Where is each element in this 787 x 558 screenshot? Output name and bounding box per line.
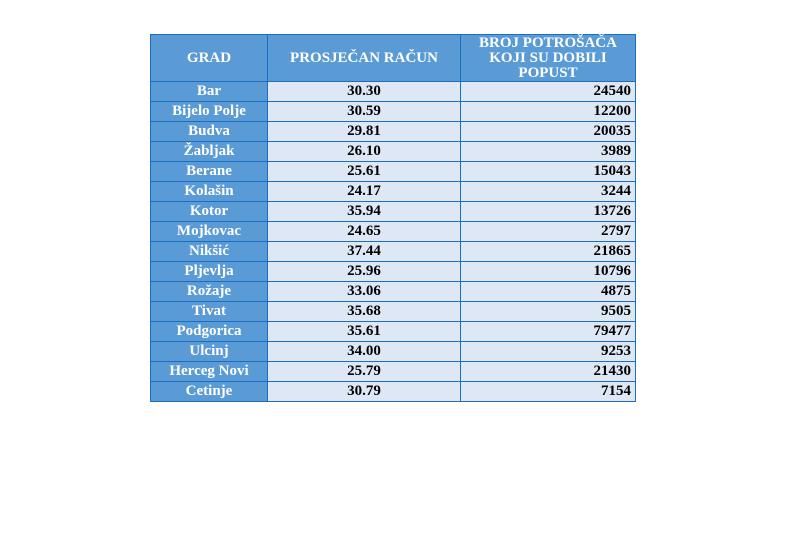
- average-bill-cell: 37.44: [267, 241, 461, 262]
- average-bill-cell: 25.96: [267, 261, 461, 282]
- header-broj-potrosaca: BROJ POTROŠAČA KOJI SU DOBILI POPUST: [460, 34, 636, 82]
- city-cell: Budva: [150, 121, 268, 142]
- city-cell: Tivat: [150, 301, 268, 322]
- customer-count-cell: 9253: [460, 341, 636, 362]
- table-row: Podgorica 35.61 79477: [150, 321, 636, 342]
- city-cell: Nikšić: [150, 241, 268, 262]
- average-bill-cell: 24.65: [267, 221, 461, 242]
- city-cell: Podgorica: [150, 321, 268, 342]
- table-row: Kotor 35.94 13726: [150, 201, 636, 222]
- table-row: Ulcinj 34.00 9253: [150, 341, 636, 362]
- customer-count-cell: 21865: [460, 241, 636, 262]
- city-cell: Ulcinj: [150, 341, 268, 362]
- customer-count-cell: 7154: [460, 381, 636, 402]
- customer-count-cell: 2797: [460, 221, 636, 242]
- table-row: Pljevlja 25.96 10796: [150, 261, 636, 282]
- average-bill-cell: 30.59: [267, 101, 461, 122]
- city-cell: Kolašin: [150, 181, 268, 202]
- table-row: Rožaje 33.06 4875: [150, 281, 636, 302]
- city-cell: Berane: [150, 161, 268, 182]
- table-row: Žabljak 26.10 3989: [150, 141, 636, 162]
- city-cell: Pljevlja: [150, 261, 268, 282]
- header-prosjecan-racun: PROSJEČAN RAČUN: [267, 34, 461, 82]
- table-row: Berane 25.61 15043: [150, 161, 636, 182]
- average-bill-cell: 34.00: [267, 341, 461, 362]
- table-row: Nikšić 37.44 21865: [150, 241, 636, 262]
- city-cell: Mojkovac: [150, 221, 268, 242]
- customer-count-cell: 20035: [460, 121, 636, 142]
- customer-count-cell: 10796: [460, 261, 636, 282]
- average-bill-cell: 24.17: [267, 181, 461, 202]
- customer-count-cell: 13726: [460, 201, 636, 222]
- header-grad: GRAD: [150, 34, 268, 82]
- customer-count-cell: 12200: [460, 101, 636, 122]
- table-row: Mojkovac 24.65 2797: [150, 221, 636, 242]
- customer-count-cell: 24540: [460, 81, 636, 102]
- customer-count-cell: 15043: [460, 161, 636, 182]
- header-row: GRAD PROSJEČAN RAČUN BROJ POTROŠAČA KOJI…: [150, 34, 636, 82]
- table-row: Budva 29.81 20035: [150, 121, 636, 142]
- city-cell: Bijelo Polje: [150, 101, 268, 122]
- city-cell: Žabljak: [150, 141, 268, 162]
- customer-count-cell: 21430: [460, 361, 636, 382]
- average-bill-cell: 35.68: [267, 301, 461, 322]
- customer-count-cell: 3244: [460, 181, 636, 202]
- table-row: Cetinje 30.79 7154: [150, 381, 636, 402]
- average-bill-cell: 25.61: [267, 161, 461, 182]
- table-row: Bar 30.30 24540: [150, 81, 636, 102]
- average-bill-cell: 33.06: [267, 281, 461, 302]
- average-bill-cell: 30.30: [267, 81, 461, 102]
- city-cell: Bar: [150, 81, 268, 102]
- customer-count-cell: 4875: [460, 281, 636, 302]
- average-bill-cell: 25.79: [267, 361, 461, 382]
- average-bill-cell: 35.61: [267, 321, 461, 342]
- average-bill-cell: 26.10: [267, 141, 461, 162]
- table-row: Bijelo Polje 30.59 12200: [150, 101, 636, 122]
- average-bill-cell: 30.79: [267, 381, 461, 402]
- average-bill-cell: 29.81: [267, 121, 461, 142]
- city-cell: Cetinje: [150, 381, 268, 402]
- city-cell: Herceg Novi: [150, 361, 268, 382]
- table-row: Tivat 35.68 9505: [150, 301, 636, 322]
- customer-count-cell: 9505: [460, 301, 636, 322]
- table-row: Herceg Novi 25.79 21430: [150, 361, 636, 382]
- city-data-table: GRAD PROSJEČAN RAČUN BROJ POTROŠAČA KOJI…: [150, 34, 636, 402]
- average-bill-cell: 35.94: [267, 201, 461, 222]
- city-cell: Kotor: [150, 201, 268, 222]
- city-cell: Rožaje: [150, 281, 268, 302]
- customer-count-cell: 79477: [460, 321, 636, 342]
- table-row: Kolašin 24.17 3244: [150, 181, 636, 202]
- customer-count-cell: 3989: [460, 141, 636, 162]
